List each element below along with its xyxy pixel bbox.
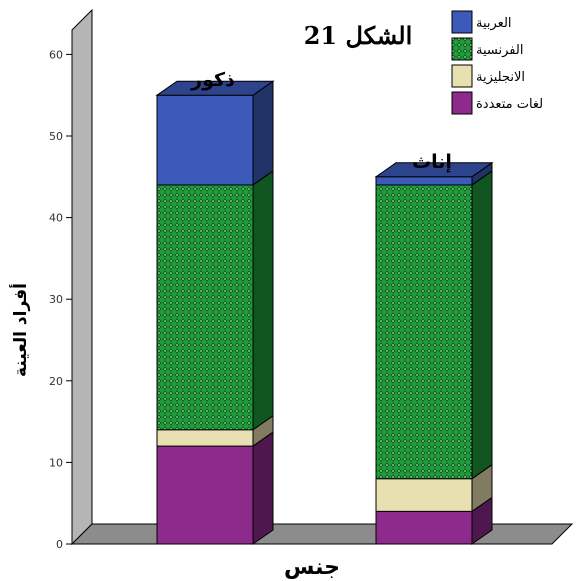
legend-item: الفرنسية — [451, 37, 523, 61]
bar-top-face — [374, 162, 494, 178]
legend-label: العربية — [476, 16, 512, 31]
x-axis-title: جنس — [284, 555, 340, 580]
legend-swatch — [451, 10, 473, 34]
y-tick-label: 10 — [49, 456, 63, 469]
y-tick-label: 0 — [56, 538, 63, 551]
legend-swatch — [451, 91, 473, 115]
bars — [155, 80, 494, 545]
category-label: إناث — [412, 151, 452, 173]
legend-item: الانجليزية — [451, 64, 525, 88]
y-tick-label: 20 — [49, 375, 63, 388]
bar-segment — [375, 496, 493, 545]
legend-item: العربية — [451, 10, 512, 34]
legend-label: لغات متعددة — [476, 97, 543, 112]
bar-segment — [375, 463, 493, 513]
legend-swatch — [451, 37, 473, 61]
legend: العربية الفرنسية الانجليزية لغات متعددة — [451, 10, 543, 115]
y-axis-ticks: 0 10 20 30 40 50 60 — [49, 48, 72, 551]
y-tick-label: 50 — [49, 130, 63, 143]
bar-segment — [156, 169, 274, 431]
y-axis-title: أفراد العينة — [9, 283, 31, 377]
bar-segment — [156, 431, 274, 545]
floor — [70, 523, 574, 545]
back-wall — [71, 8, 93, 546]
bar-segment — [375, 169, 493, 480]
legend-item: لغات متعددة — [451, 91, 543, 115]
legend-label: الانجليزية — [476, 70, 525, 85]
chart-title: الشكل 21 — [304, 21, 413, 50]
bar-segment — [156, 80, 274, 186]
y-tick-label: 40 — [49, 212, 63, 225]
bar-labels: ذكور إناث — [190, 69, 452, 173]
legend-label: الفرنسية — [476, 43, 523, 58]
bar-top-face — [155, 80, 275, 96]
category-label: ذكور — [190, 69, 235, 91]
y-tick-label: 60 — [49, 48, 63, 61]
y-tick-label: 30 — [49, 293, 63, 306]
legend-swatch — [451, 64, 473, 88]
